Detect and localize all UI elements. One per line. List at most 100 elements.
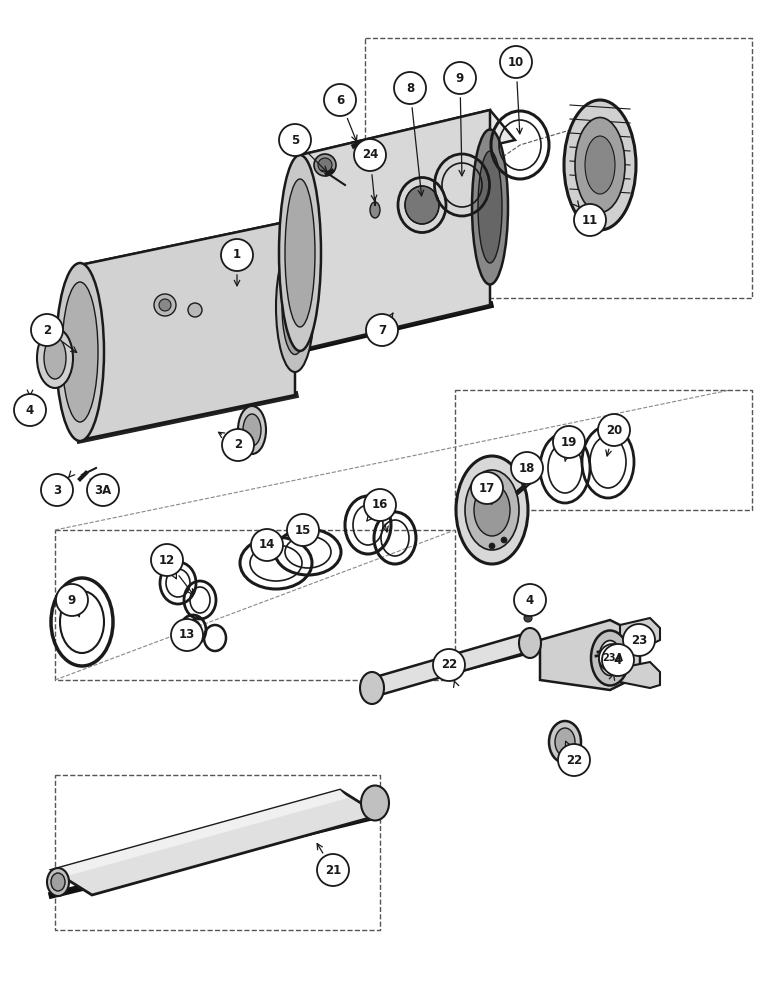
Ellipse shape	[555, 728, 575, 756]
Text: 16: 16	[372, 498, 388, 512]
Ellipse shape	[612, 668, 620, 676]
Text: 9: 9	[68, 593, 76, 606]
Ellipse shape	[47, 868, 69, 896]
Ellipse shape	[474, 484, 510, 536]
Circle shape	[151, 544, 183, 576]
Circle shape	[623, 624, 655, 656]
Text: 13: 13	[179, 629, 195, 642]
Circle shape	[251, 529, 283, 561]
Text: 20: 20	[606, 424, 622, 436]
Ellipse shape	[501, 537, 507, 543]
Circle shape	[221, 239, 253, 271]
Ellipse shape	[489, 543, 495, 549]
Text: 21: 21	[325, 863, 341, 876]
Polygon shape	[365, 635, 535, 695]
Ellipse shape	[276, 242, 314, 372]
Circle shape	[31, 314, 63, 346]
Circle shape	[222, 429, 254, 461]
Polygon shape	[620, 662, 660, 688]
Circle shape	[366, 314, 398, 346]
Ellipse shape	[37, 328, 73, 388]
Ellipse shape	[585, 136, 615, 194]
Ellipse shape	[243, 414, 261, 446]
Ellipse shape	[591, 631, 629, 686]
Polygon shape	[620, 618, 660, 645]
Circle shape	[324, 84, 356, 116]
Ellipse shape	[314, 154, 336, 176]
Circle shape	[558, 744, 590, 776]
Circle shape	[599, 644, 627, 672]
Ellipse shape	[519, 628, 541, 658]
Text: 23A: 23A	[602, 653, 624, 663]
Circle shape	[354, 139, 386, 171]
Ellipse shape	[44, 337, 66, 379]
Polygon shape	[540, 620, 640, 690]
Ellipse shape	[279, 155, 321, 351]
Text: 22: 22	[566, 754, 582, 766]
Circle shape	[87, 474, 119, 506]
Circle shape	[553, 426, 585, 458]
Circle shape	[433, 649, 465, 681]
Circle shape	[602, 644, 634, 676]
Ellipse shape	[478, 151, 502, 263]
Ellipse shape	[524, 614, 532, 622]
Text: 3A: 3A	[94, 484, 112, 496]
Polygon shape	[52, 790, 348, 878]
Ellipse shape	[465, 470, 519, 550]
Text: 22: 22	[441, 658, 457, 672]
Text: 3: 3	[53, 484, 61, 496]
Ellipse shape	[62, 282, 98, 422]
Text: 19: 19	[560, 436, 577, 448]
Text: 2: 2	[234, 438, 242, 452]
Circle shape	[41, 474, 73, 506]
Text: 11: 11	[582, 214, 598, 227]
Ellipse shape	[360, 672, 384, 704]
Text: 1: 1	[233, 248, 241, 261]
Polygon shape	[300, 110, 515, 185]
Ellipse shape	[405, 186, 439, 224]
Text: 4: 4	[614, 654, 622, 666]
Circle shape	[394, 72, 426, 104]
Circle shape	[598, 414, 630, 446]
Text: 23: 23	[631, 634, 647, 647]
Ellipse shape	[238, 406, 266, 454]
Text: 12: 12	[159, 554, 175, 566]
Circle shape	[511, 452, 543, 484]
Polygon shape	[300, 110, 490, 350]
Text: 8: 8	[406, 82, 414, 95]
Text: 10: 10	[508, 55, 524, 68]
Ellipse shape	[549, 721, 581, 763]
Text: 17: 17	[479, 482, 495, 494]
Ellipse shape	[282, 259, 308, 355]
Ellipse shape	[575, 117, 625, 213]
Ellipse shape	[188, 303, 202, 317]
Ellipse shape	[318, 158, 332, 172]
Ellipse shape	[56, 263, 104, 441]
Text: 7: 7	[378, 324, 386, 336]
Text: 2: 2	[43, 324, 51, 336]
Text: 14: 14	[259, 538, 275, 552]
Circle shape	[500, 46, 532, 78]
Circle shape	[56, 584, 88, 616]
Text: 6: 6	[336, 94, 344, 106]
Ellipse shape	[285, 179, 315, 327]
Circle shape	[287, 514, 319, 546]
Circle shape	[574, 204, 606, 236]
Ellipse shape	[370, 202, 380, 218]
Circle shape	[317, 854, 349, 886]
Polygon shape	[52, 790, 380, 895]
Ellipse shape	[456, 456, 528, 564]
Ellipse shape	[361, 786, 389, 820]
Text: 15: 15	[295, 524, 311, 536]
Ellipse shape	[599, 641, 621, 676]
Ellipse shape	[25, 395, 35, 405]
Text: 9: 9	[456, 72, 464, 85]
Ellipse shape	[51, 873, 65, 891]
Ellipse shape	[154, 294, 176, 316]
Polygon shape	[80, 220, 295, 440]
Ellipse shape	[564, 100, 636, 230]
Polygon shape	[80, 220, 330, 310]
Text: 24: 24	[362, 148, 378, 161]
Circle shape	[171, 619, 203, 651]
Circle shape	[471, 472, 503, 504]
